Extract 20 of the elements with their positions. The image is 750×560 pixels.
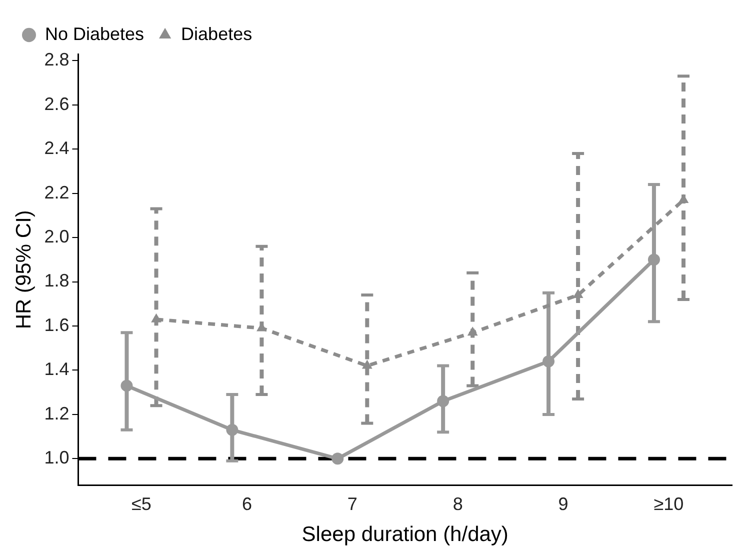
y-tick-label: 2.8 xyxy=(44,50,70,70)
y-tick-label: 1.4 xyxy=(44,359,70,380)
legend-label: Diabetes xyxy=(181,24,252,44)
y-tick-label: 2.4 xyxy=(44,138,70,158)
y-tick-label: 2.6 xyxy=(44,94,70,114)
y-axis-title: HR (95% CI) xyxy=(12,210,36,330)
x-axis-title: Sleep duration (h/day) xyxy=(302,523,508,546)
x-tick-label: 8 xyxy=(452,494,463,514)
x-tick-label: ≤5 xyxy=(132,494,152,514)
y-tick-label: 1.8 xyxy=(44,270,70,291)
x-tick-label: 9 xyxy=(558,494,568,514)
x-tick-label: 7 xyxy=(347,494,358,514)
y-tick-label: 2.2 xyxy=(44,182,70,202)
y-tick-label: 1.0 xyxy=(44,448,70,468)
y-tick-label: 1.6 xyxy=(44,314,70,335)
y-tick-label: 1.2 xyxy=(44,403,70,424)
y-tick-label: 2.0 xyxy=(44,226,70,247)
x-tick-label: 6 xyxy=(242,494,252,514)
legend-label: No Diabetes xyxy=(45,24,144,44)
x-tick-label: ≥10 xyxy=(654,494,684,514)
